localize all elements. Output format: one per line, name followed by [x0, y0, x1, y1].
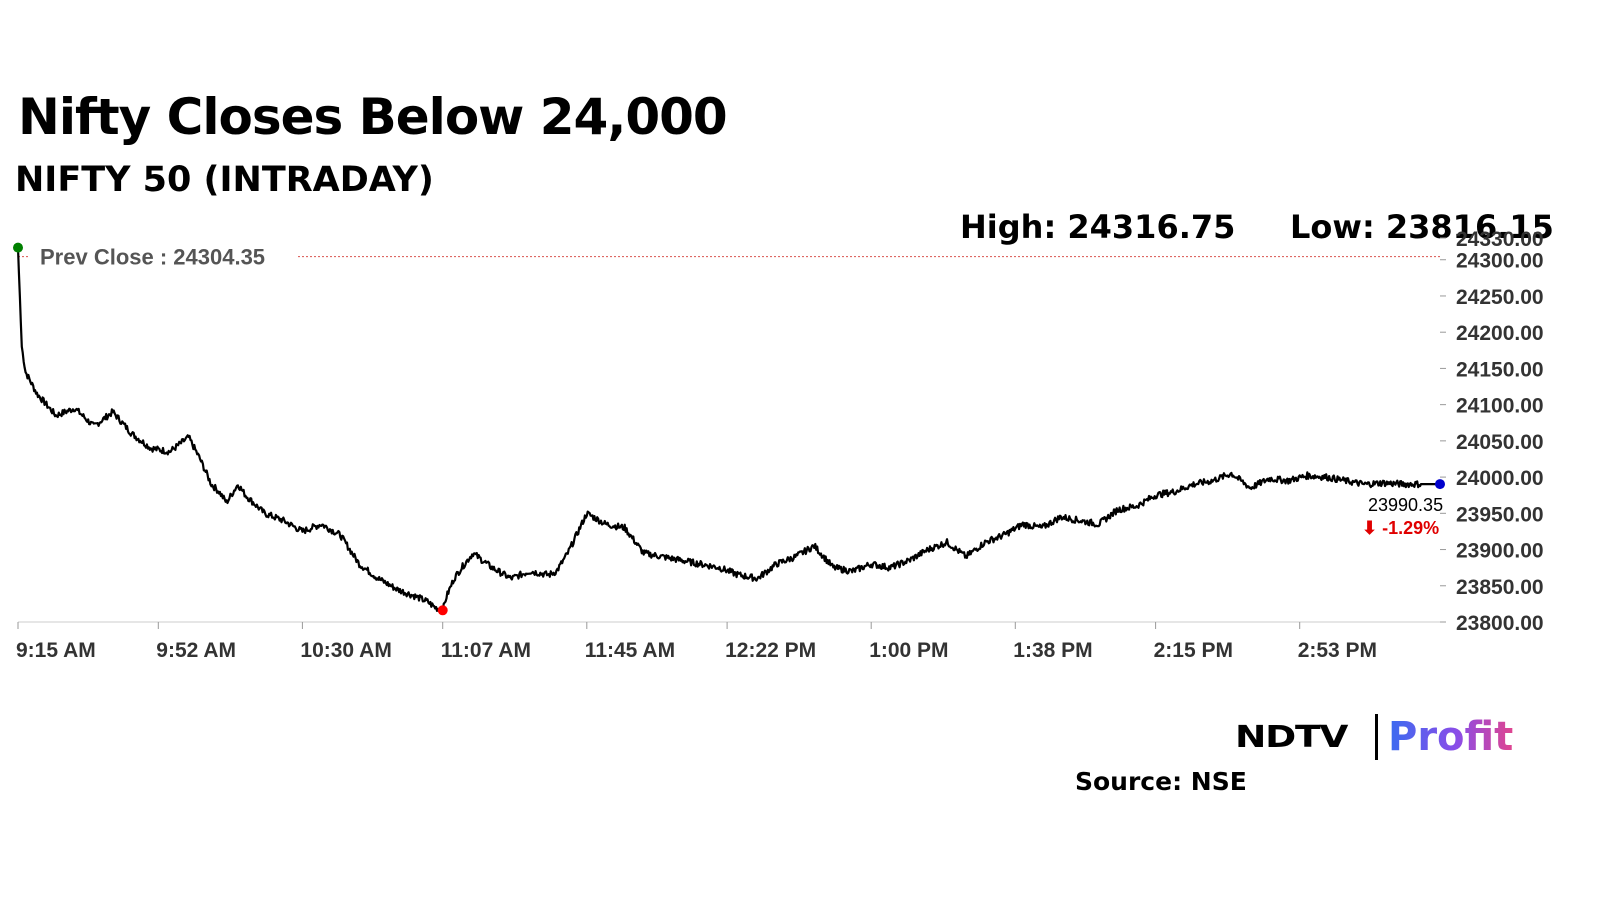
x-tick-label: 2:15 PM — [1154, 639, 1233, 662]
x-tick-label: 1:00 PM — [869, 639, 948, 662]
y-tick-label: 24000.00 — [1456, 467, 1544, 490]
chart-title: Nifty Closes Below 24,000 — [18, 88, 728, 146]
x-tick-label: 11:45 AM — [585, 639, 675, 662]
y-tick-label: 23800.00 — [1456, 612, 1544, 635]
day-low-marker — [437, 605, 448, 616]
y-tick-label: 23950.00 — [1456, 503, 1544, 526]
day-high-label: High: 24316.75 — [960, 208, 1236, 246]
logo-profit-text: Profit — [1388, 714, 1514, 760]
logo-ndtv-text: NDTV — [1235, 719, 1348, 755]
prev-close-label: Prev Close : 24304.35 — [40, 245, 265, 270]
y-tick-label: 24330.00 — [1456, 228, 1544, 251]
y-tick-label: 23900.00 — [1456, 540, 1544, 563]
y-tick-label: 24100.00 — [1456, 395, 1544, 418]
prev-close-label-bg — [30, 242, 298, 271]
y-tick-label: 24150.00 — [1456, 358, 1544, 381]
x-tick-label: 2:53 PM — [1298, 639, 1377, 662]
ndtv-profit-logo: NDTV Profit — [1235, 712, 1513, 762]
y-tick-label: 24250.00 — [1456, 286, 1544, 309]
x-tick-label: 9:15 AM — [16, 639, 96, 662]
last-price-marker — [1435, 479, 1445, 490]
logo-divider — [1375, 714, 1378, 760]
y-tick-label: 24300.00 — [1456, 250, 1544, 273]
x-tick-label: 1:38 PM — [1013, 639, 1092, 662]
last-value-label: 23990.35 — [1368, 495, 1443, 515]
open-marker — [13, 242, 23, 253]
source-note: Source: NSE — [1075, 767, 1247, 796]
price-series-line — [16, 247, 1441, 615]
change-percent-label: ⬇ -1.29% — [1362, 518, 1439, 538]
day-low-label: Low: 23816.15 — [1290, 208, 1554, 246]
x-tick-label: 9:52 AM — [156, 639, 236, 662]
x-tick-label: 10:30 AM — [300, 639, 391, 662]
chart-subtitle: NIFTY 50 (INTRADAY) — [15, 160, 434, 200]
y-tick-label: 24200.00 — [1456, 322, 1544, 345]
x-tick-label: 12:22 PM — [725, 639, 816, 662]
y-tick-label: 23850.00 — [1456, 576, 1544, 599]
x-tick-label: 11:07 AM — [441, 639, 531, 662]
y-tick-label: 24050.00 — [1456, 431, 1544, 454]
